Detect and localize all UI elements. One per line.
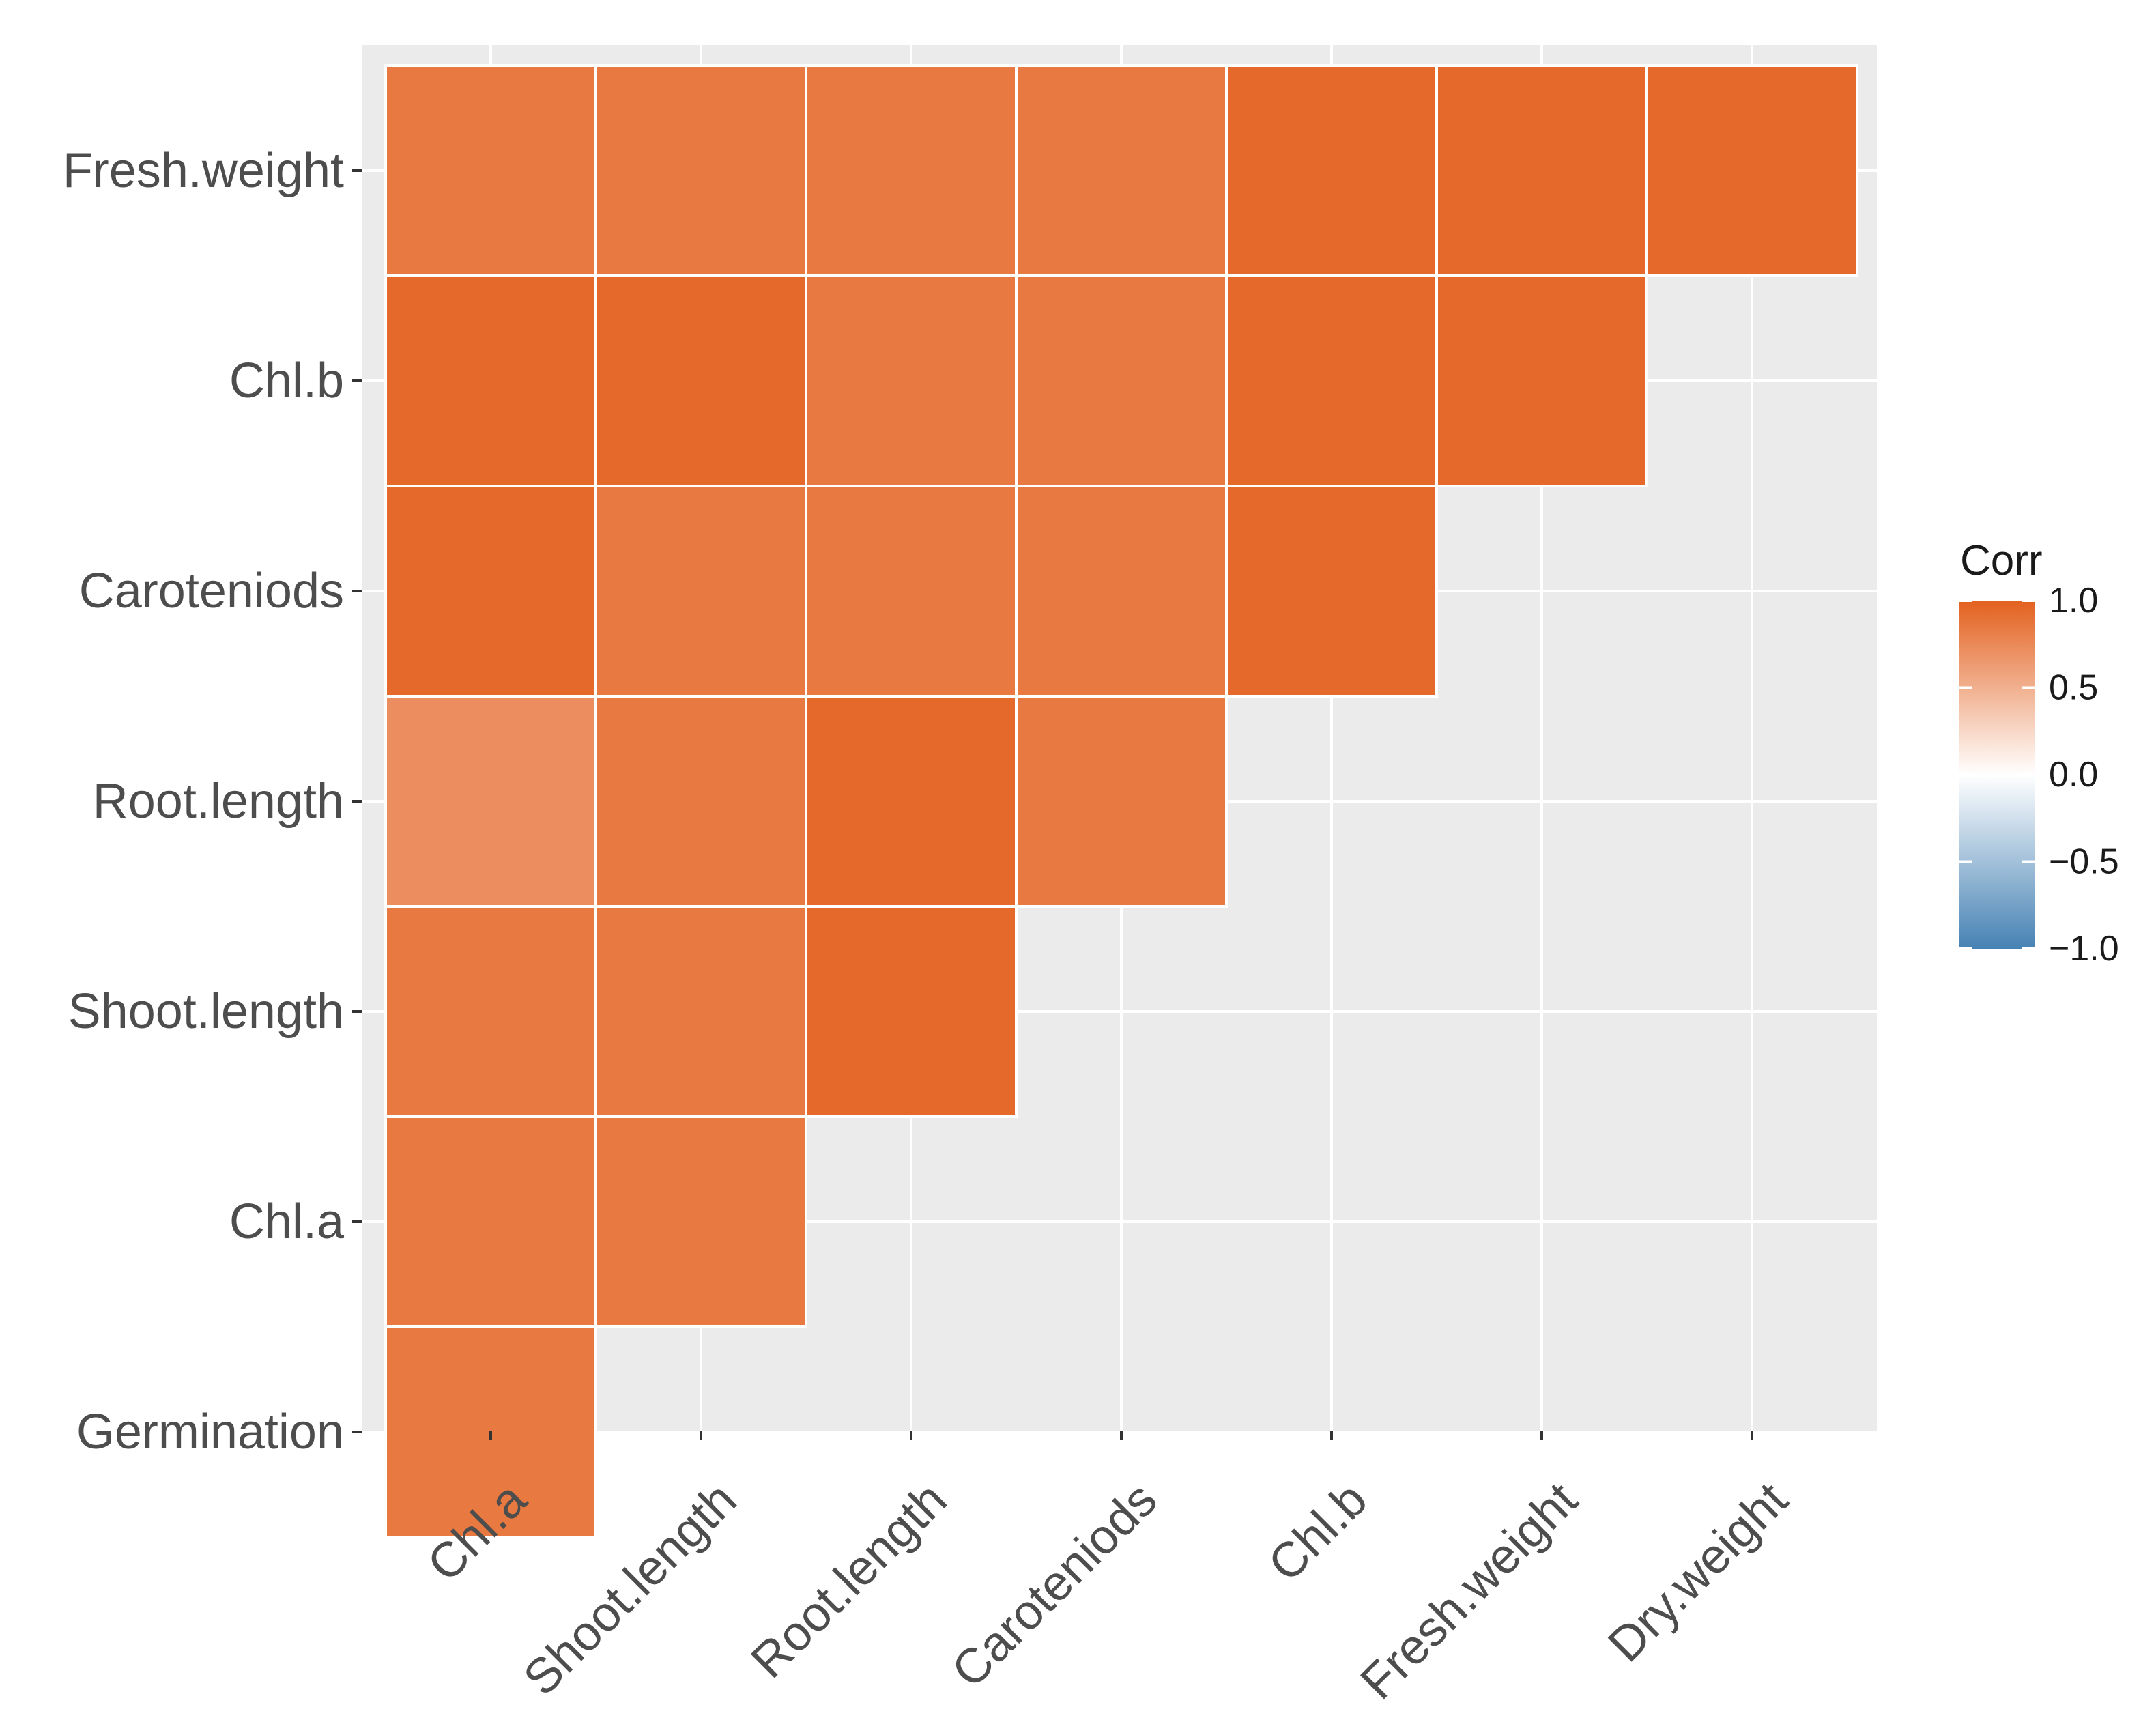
legend-tick-label: 1.0 bbox=[2049, 581, 2098, 620]
heatmap-tile bbox=[384, 1115, 597, 1328]
x-tick-label: Caroteniods bbox=[941, 1472, 1167, 1698]
heatmap-tiles bbox=[384, 64, 1858, 1538]
x-tick-label: Dry.weight bbox=[1598, 1472, 1798, 1672]
legend: Corr 1.0 0.5 0.0 −0.5 −1.0 bbox=[1959, 537, 2119, 969]
y-tick-label: Chl.b bbox=[229, 354, 344, 408]
x-tick-label: Fresh.weight bbox=[1351, 1472, 1588, 1710]
heatmap-tile bbox=[594, 905, 807, 1118]
legend-tick-label: −0.5 bbox=[2049, 842, 2119, 882]
heatmap-tile bbox=[594, 695, 807, 908]
legend-tick-label: −1.0 bbox=[2049, 929, 2119, 969]
x-tick-label: Root.length bbox=[741, 1472, 958, 1689]
heatmap-tile bbox=[1225, 485, 1438, 698]
y-axis: Germination Chl.a Shoot.length Root.length C… bbox=[63, 143, 362, 1459]
heatmap-tile bbox=[1645, 64, 1858, 277]
heatmap-tile bbox=[805, 905, 1018, 1118]
heatmap-tile bbox=[594, 274, 807, 487]
heatmap-tile bbox=[1435, 64, 1648, 277]
y-tick-label: Fresh.weight bbox=[63, 143, 344, 198]
heatmap-tile bbox=[805, 64, 1018, 277]
y-tick-label: Shoot.length bbox=[68, 984, 344, 1039]
legend-tick-label: 0.0 bbox=[2049, 755, 2098, 794]
heatmap-tile bbox=[1015, 64, 1228, 277]
y-tick-label: Chl.a bbox=[229, 1194, 345, 1249]
heatmap-tile bbox=[594, 485, 807, 698]
heatmap-tile bbox=[805, 695, 1018, 908]
heatmap-tile bbox=[594, 1115, 807, 1328]
heatmap-tile bbox=[1435, 274, 1648, 487]
heatmap-tile bbox=[1015, 485, 1228, 698]
heatmap-tile bbox=[384, 905, 597, 1118]
y-tick-label: Root.length bbox=[93, 774, 344, 829]
heatmap-tile bbox=[384, 274, 597, 487]
y-tick-label: Caroteniods bbox=[79, 564, 344, 618]
heatmap-tile bbox=[1015, 274, 1228, 487]
heatmap-tile bbox=[805, 485, 1018, 698]
y-tick-label: Germination bbox=[76, 1405, 344, 1459]
heatmap-tile bbox=[384, 64, 597, 277]
legend-tick-label: 0.5 bbox=[2049, 668, 2098, 708]
x-tick-label: Chl.b bbox=[1258, 1472, 1377, 1592]
heatmap-tile bbox=[384, 485, 597, 698]
heatmap-tile bbox=[594, 64, 807, 277]
heatmap-tile bbox=[1015, 695, 1228, 908]
heatmap-tile bbox=[805, 274, 1018, 487]
legend-title: Corr bbox=[1960, 537, 2043, 584]
heatmap-tile bbox=[384, 695, 597, 908]
heatmap-tile bbox=[1225, 274, 1438, 487]
heatmap-tile bbox=[1225, 64, 1438, 277]
